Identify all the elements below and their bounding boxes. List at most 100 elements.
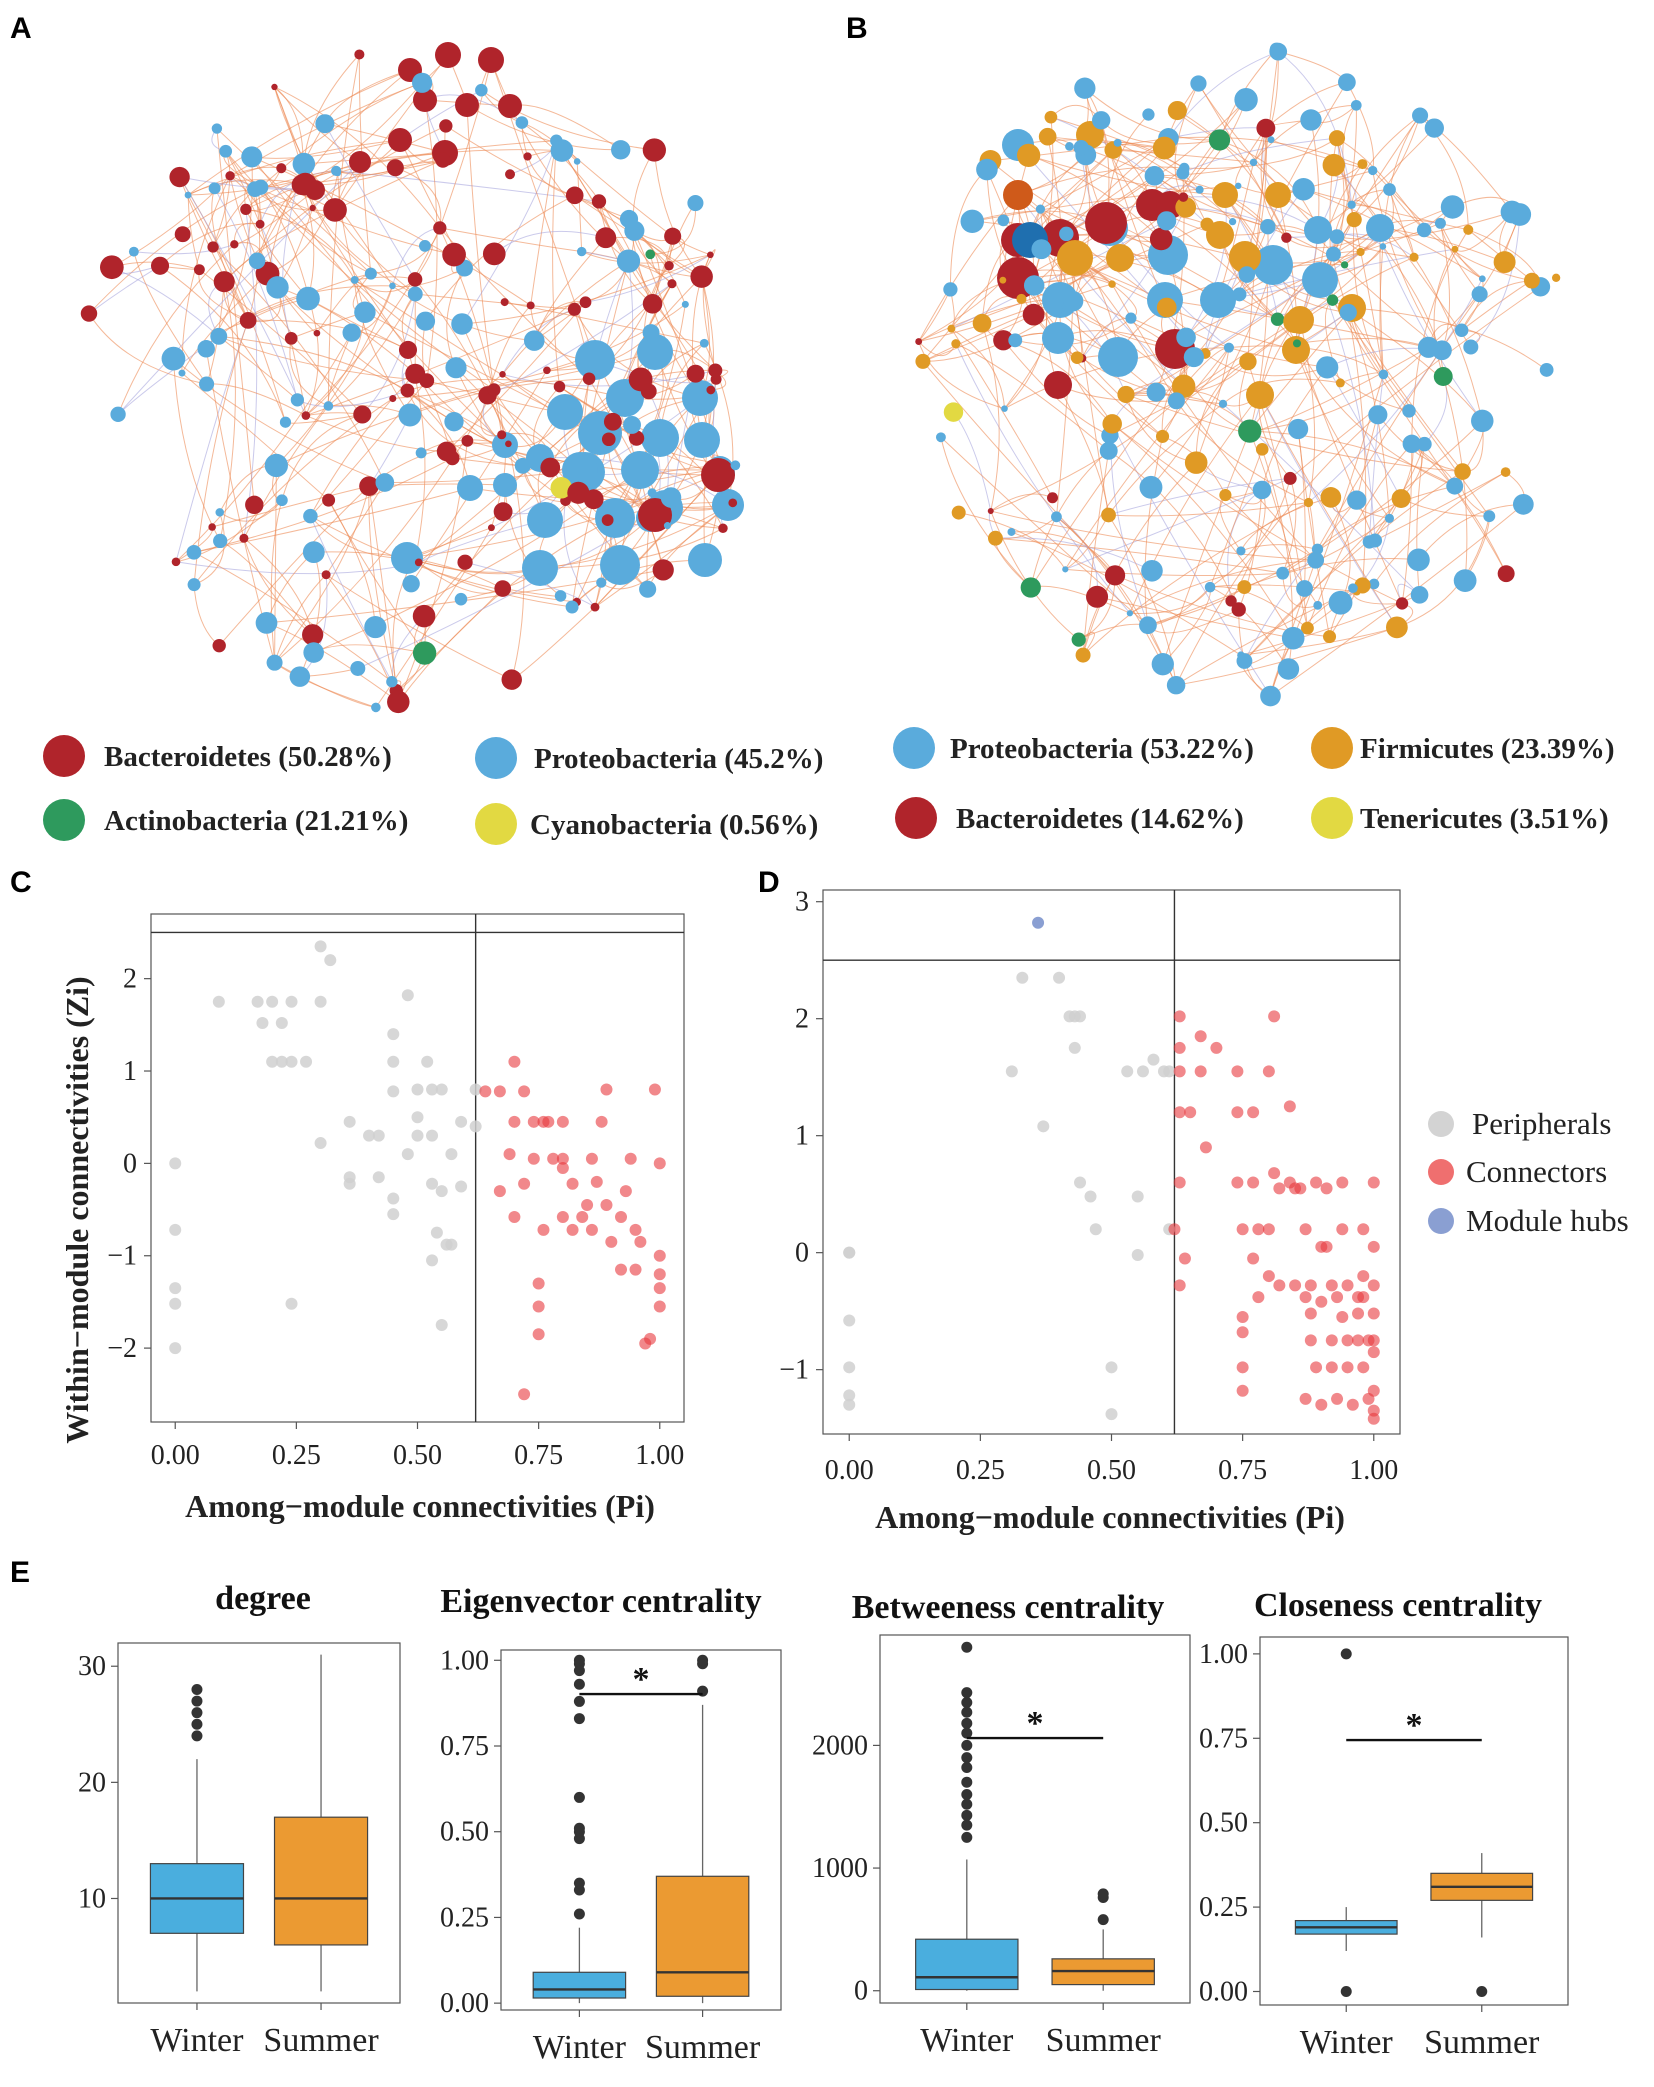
network-edge (214, 188, 298, 400)
outlier-point (191, 1730, 203, 1742)
network-edge (1326, 367, 1402, 499)
network-node (690, 265, 713, 288)
network-edge (1227, 489, 1263, 602)
network-edge (243, 537, 314, 635)
network-node (1051, 511, 1062, 523)
y-tick-label: 1.00 (440, 1645, 489, 1676)
y-tick-label: 20 (78, 1767, 106, 1798)
network-node (398, 403, 422, 427)
network-node (187, 578, 201, 592)
network-node (707, 251, 714, 259)
y-tick-label: 1.00 (1199, 1639, 1248, 1670)
outlier-point (191, 1718, 203, 1730)
network-node (1287, 418, 1309, 440)
y-tick-label: −2 (107, 1333, 137, 1364)
connector-point (547, 1152, 560, 1165)
connector-point (1367, 1412, 1380, 1425)
network-edge (260, 186, 318, 334)
network-edge (324, 123, 446, 154)
outlier-point (961, 1819, 973, 1831)
network-node (1144, 166, 1165, 186)
network-node (1234, 88, 1258, 112)
network-edge (1317, 485, 1455, 550)
peripheral-point (435, 1083, 448, 1096)
connector-point (653, 1268, 666, 1281)
y-tick-label: 1 (123, 1056, 137, 1087)
connector-point (556, 1162, 569, 1174)
network-node (1223, 342, 1234, 353)
connector-point (1283, 1100, 1296, 1113)
y-tick-label: 0 (123, 1148, 137, 1179)
connector-point (1173, 1106, 1186, 1119)
network-node (455, 93, 479, 117)
network-edge (181, 372, 329, 501)
peripheral-point (1089, 1223, 1102, 1236)
network-node (150, 256, 170, 275)
network-node (1329, 229, 1345, 244)
connector-point (1236, 1223, 1249, 1236)
network-edge (1111, 423, 1294, 639)
scatter-plot-c: 0.00 0.25 0.50 0.75 1.00 −2 −1 0 1 2 (107, 913, 685, 1471)
network-node (497, 430, 507, 440)
network-edge (1222, 378, 1341, 405)
network-edge (328, 293, 416, 407)
peripheral-point (1136, 1065, 1149, 1078)
network-edge (310, 380, 428, 517)
network-node (1265, 182, 1291, 208)
outlier-point (961, 1696, 973, 1708)
network-edge (1108, 477, 1291, 516)
connector-point (1304, 1334, 1317, 1347)
box-summer (655, 1875, 750, 1997)
network-edge (1015, 317, 1132, 346)
network-edge (187, 194, 249, 321)
connector-point (1268, 1167, 1281, 1180)
network-node (248, 252, 266, 270)
connector-point (1231, 1065, 1244, 1078)
network-edge (305, 333, 319, 416)
network-node (712, 489, 744, 521)
peripheral-point (843, 1246, 856, 1259)
outlier-point (573, 1713, 585, 1725)
network-edge (1100, 119, 1220, 145)
outlier-point (961, 1798, 973, 1810)
connector-point (1367, 1346, 1380, 1359)
connector-point (1336, 1176, 1349, 1189)
network-edge (193, 551, 393, 683)
connector-point (1210, 1041, 1223, 1054)
network-node (1281, 626, 1305, 650)
network-edge (212, 246, 386, 483)
y-tick-label: 0.75 (440, 1731, 489, 1762)
legend-dot-cyanobacteria-winter (475, 803, 517, 845)
connector-point (1357, 1270, 1370, 1283)
connector-point (1173, 1010, 1186, 1023)
peripheral-point (169, 1223, 182, 1236)
network-node (710, 373, 722, 385)
connector-point (1299, 1392, 1312, 1405)
network-edge (1346, 82, 1374, 171)
network-node (1402, 404, 1416, 418)
y-tick-label: 0.25 (440, 1902, 489, 1933)
connector-point (1231, 1106, 1244, 1119)
network-node (1249, 158, 1258, 167)
network-edge (159, 265, 286, 423)
network-node (1433, 367, 1453, 386)
network-node (1062, 290, 1084, 312)
network-edge (361, 293, 416, 415)
connector-point (595, 1115, 608, 1128)
network-edge (1125, 392, 1251, 432)
network-node (682, 380, 718, 416)
network-edge (1260, 128, 1287, 239)
network-node (386, 676, 398, 688)
network-edge (406, 557, 573, 608)
connector-point (1289, 1279, 1302, 1292)
network-node (1292, 177, 1315, 201)
network-node (412, 604, 436, 628)
network-edge (1249, 346, 1429, 432)
connector-point (1315, 1295, 1328, 1308)
network-node (1320, 487, 1342, 508)
network-edge (354, 276, 416, 281)
network-node (219, 144, 233, 158)
peripheral-point (1147, 1053, 1160, 1066)
network-node (1347, 490, 1367, 510)
